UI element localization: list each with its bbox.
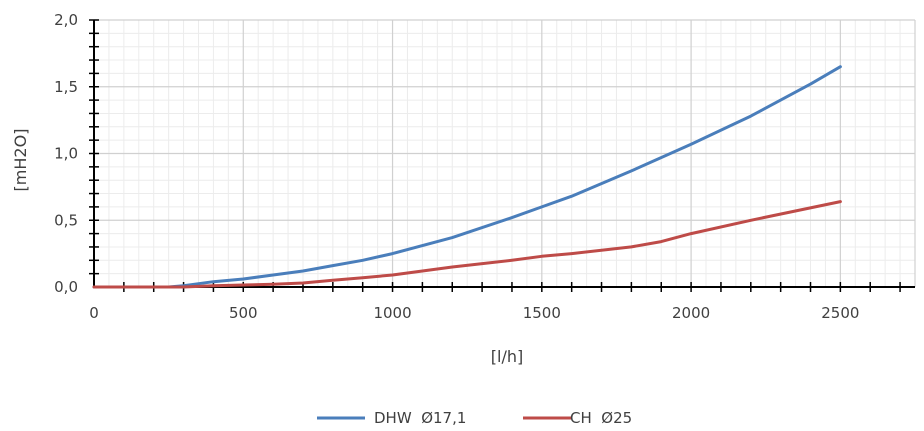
x-axis-title: [l/h] bbox=[491, 347, 523, 366]
legend: DHW Ø17,1 CH Ø25 bbox=[317, 409, 632, 427]
grid bbox=[94, 19, 916, 287]
y-tick-label: 1,0 bbox=[54, 145, 78, 163]
y-axis-title: [mH2O] bbox=[11, 129, 30, 192]
legend-label: CH Ø25 bbox=[570, 409, 632, 427]
tick-labels: 0 500 1000 1500 2000 2500 0,0 0,5 1,0 1,5 2,0 bbox=[54, 11, 859, 322]
x-tick-label: 500 bbox=[229, 304, 258, 322]
series-line bbox=[92, 200, 842, 289]
x-tick-label: 2500 bbox=[821, 304, 859, 322]
series-lines bbox=[92, 65, 842, 289]
y-tick-label: 0,0 bbox=[54, 278, 78, 296]
x-tick-label: 1500 bbox=[523, 304, 561, 322]
legend-label: DHW Ø17,1 bbox=[374, 409, 466, 427]
series-line bbox=[92, 65, 842, 289]
axes bbox=[89, 19, 915, 292]
y-tick-label: 1,5 bbox=[54, 78, 78, 96]
x-tick-label: 0 bbox=[89, 304, 99, 322]
x-tick-label: 2000 bbox=[672, 304, 710, 322]
x-tick-label: 1000 bbox=[373, 304, 411, 322]
y-tick-label: 2,0 bbox=[54, 11, 78, 29]
y-tick-label: 0,5 bbox=[54, 211, 78, 229]
